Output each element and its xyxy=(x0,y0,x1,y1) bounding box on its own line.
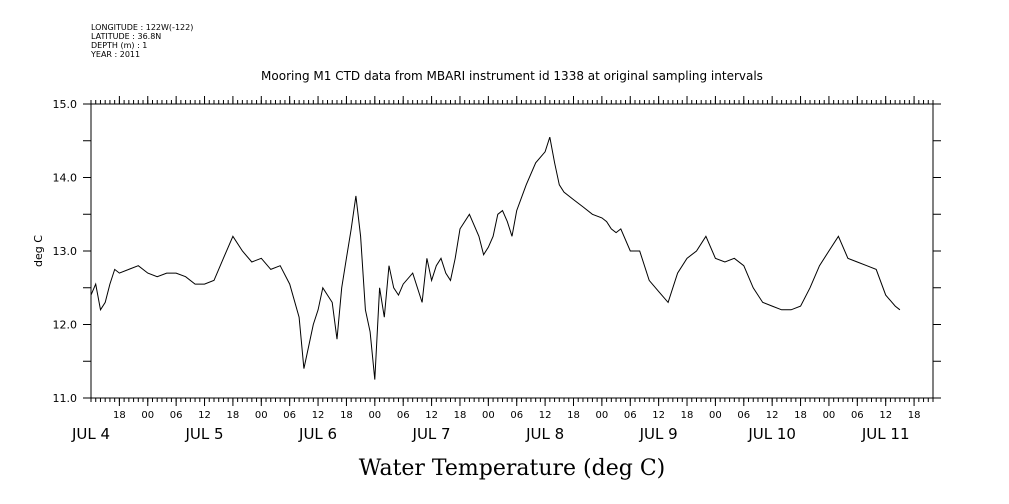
x-day-label: JUL 11 xyxy=(861,425,910,443)
x-hour-label: 18 xyxy=(567,410,580,421)
x-hour-label: 06 xyxy=(283,410,296,421)
x-hour-label: 00 xyxy=(596,410,609,421)
y-axis-label: deg C xyxy=(32,235,45,267)
x-hour-label: 18 xyxy=(227,410,240,421)
x-hour-label: 00 xyxy=(709,410,722,421)
y-tick-labels: 11.0 12.0 13.0 14.0 15.0 xyxy=(53,98,78,405)
x-hour-label: 12 xyxy=(766,410,779,421)
x-hour-label: 06 xyxy=(851,410,864,421)
header-line: DEPTH (m) : 1 xyxy=(91,41,147,50)
x-day-label: JUL 4 xyxy=(71,425,110,443)
axis-ticks xyxy=(83,96,941,406)
y-tick-label: 12.0 xyxy=(53,319,78,332)
header-line: LONGITUDE : 122W(-122) xyxy=(91,23,193,32)
x-hour-label: 18 xyxy=(340,410,353,421)
x-day-label: JUL 9 xyxy=(639,425,678,443)
x-hour-label: 12 xyxy=(312,410,325,421)
x-day-label: JUL 10 xyxy=(747,425,796,443)
x-tick-labels: 18 00 06 12 18 00 06 12 18 00 06 12 18 00 06 12 18 00 06 12… xyxy=(113,410,920,421)
y-tick-label: 13.0 xyxy=(53,245,78,258)
x-hour-label: 12 xyxy=(198,410,211,421)
x-day-label: JUL 7 xyxy=(412,425,451,443)
y-tick-label: 11.0 xyxy=(53,392,78,405)
x-hour-label: 06 xyxy=(397,410,410,421)
x-hour-label: 18 xyxy=(454,410,467,421)
x-hour-label: 06 xyxy=(170,410,183,421)
day-labels: JUL 4 JUL 5 JUL 6 JUL 7 JUL 8 JUL 9 JUL 10 JUL … xyxy=(71,425,910,443)
x-hour-label: 18 xyxy=(908,410,921,421)
header-line: LATITUDE : 36.8N xyxy=(91,32,161,41)
x-hour-label: 00 xyxy=(482,410,495,421)
header-info: LONGITUDE : 122W(-122) LATITUDE : 36.8N … xyxy=(90,23,193,59)
x-hour-label: 06 xyxy=(510,410,523,421)
x-hour-label: 06 xyxy=(737,410,750,421)
x-hour-label: 00 xyxy=(141,410,154,421)
x-hour-label: 06 xyxy=(624,410,637,421)
x-axis-label: Water Temperature (deg C) xyxy=(359,456,666,481)
series-line xyxy=(90,136,901,380)
header-line: YEAR : 2011 xyxy=(90,50,140,59)
x-hour-label: 12 xyxy=(425,410,438,421)
x-hour-label: 18 xyxy=(681,410,694,421)
x-day-label: JUL 6 xyxy=(298,425,337,443)
x-day-label: JUL 8 xyxy=(525,425,564,443)
x-hour-label: 00 xyxy=(823,410,836,421)
x-hour-label: 12 xyxy=(879,410,892,421)
x-hour-label: 18 xyxy=(794,410,807,421)
x-hour-label: 00 xyxy=(368,410,381,421)
x-hour-label: 12 xyxy=(539,410,552,421)
x-hour-label: 18 xyxy=(113,410,126,421)
x-hour-label: 00 xyxy=(255,410,268,421)
y-tick-label: 15.0 xyxy=(53,98,78,111)
x-day-label: JUL 5 xyxy=(184,425,223,443)
chart-title: Mooring M1 CTD data from MBARI instrumen… xyxy=(261,69,763,83)
x-hour-label: 12 xyxy=(652,410,665,421)
y-tick-label: 14.0 xyxy=(53,172,78,185)
plot-frame xyxy=(90,103,934,399)
